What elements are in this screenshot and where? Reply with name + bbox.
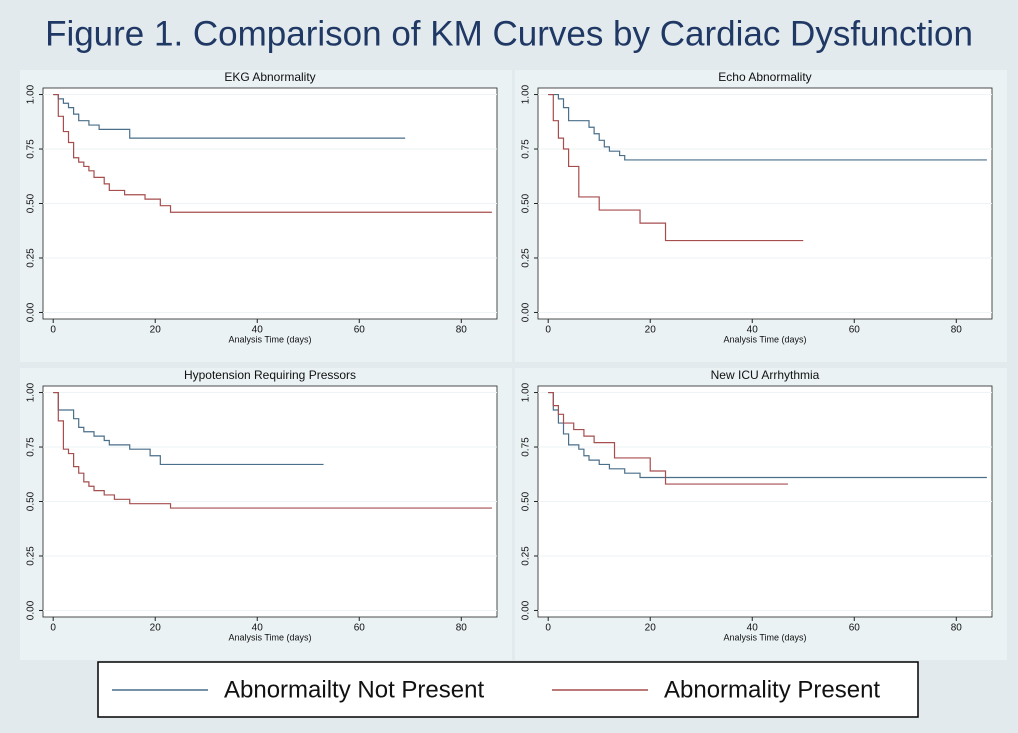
- legend-label: Abnormailty Not Present: [224, 676, 484, 703]
- x-tick-label: 20: [150, 623, 162, 634]
- y-tick-label: 0.75: [521, 437, 532, 457]
- x-axis-label: Analysis Time (days): [228, 632, 311, 642]
- y-tick-label: 0.50: [521, 491, 532, 511]
- y-tick-label: 0.25: [521, 546, 532, 566]
- y-tick-label: 0.25: [26, 546, 37, 566]
- y-tick-label: 0.75: [521, 139, 532, 159]
- legend-box: [97, 661, 919, 718]
- x-tick-label: 40: [747, 325, 759, 336]
- x-tick-label: 0: [50, 325, 56, 336]
- x-tick-label: 0: [545, 325, 551, 336]
- x-tick-label: 40: [252, 623, 264, 634]
- km-curve: [53, 391, 492, 509]
- y-tick-label: 0.00: [521, 302, 532, 322]
- legend-label: Abnormality Present: [664, 676, 880, 703]
- panel-title: Echo Abnormality: [718, 70, 811, 84]
- x-tick-label: 20: [150, 325, 162, 336]
- x-axis-label: Analysis Time (days): [723, 334, 806, 344]
- x-tick-label: 0: [545, 623, 551, 634]
- y-tick-label: 0.00: [26, 600, 37, 620]
- y-tick-label: 0.25: [521, 248, 532, 268]
- x-tick-label: 60: [354, 325, 366, 336]
- y-tick-label: 0.75: [26, 139, 37, 159]
- x-tick-label: 80: [456, 623, 468, 634]
- km-curve: [548, 391, 987, 479]
- x-tick-label: 0: [50, 623, 56, 634]
- x-tick-label: 80: [951, 623, 963, 634]
- x-tick-label: 80: [456, 325, 468, 336]
- y-tick-label: 1.00: [26, 84, 37, 104]
- km-curve: [548, 93, 987, 161]
- panel-title: Hypotension Requiring Pressors: [184, 368, 356, 382]
- km-curve: [53, 93, 406, 139]
- km-curve: [548, 391, 788, 485]
- y-tick-label: 0.50: [521, 193, 532, 213]
- panel-title: New ICU Arrhythmia: [711, 368, 820, 382]
- x-tick-label: 20: [645, 325, 657, 336]
- y-tick-label: 1.00: [26, 382, 37, 402]
- y-tick-label: 1.00: [521, 84, 532, 104]
- y-tick-label: 0.25: [26, 248, 37, 268]
- y-tick-label: 0.50: [26, 193, 37, 213]
- x-tick-label: 80: [951, 325, 963, 336]
- x-tick-label: 60: [849, 623, 861, 634]
- km-curve: [53, 93, 492, 213]
- y-tick-label: 0.00: [26, 302, 37, 322]
- x-tick-label: 60: [354, 623, 366, 634]
- km-curve: [53, 391, 324, 466]
- km-curve: [548, 93, 804, 242]
- y-tick-label: 0.00: [521, 600, 532, 620]
- panel-title: EKG Abnormality: [224, 70, 315, 84]
- figure-title: Figure 1. Comparison of KM Curves by Car…: [45, 14, 973, 53]
- y-tick-label: 0.50: [26, 491, 37, 511]
- x-tick-label: 40: [747, 623, 759, 634]
- x-tick-label: 20: [645, 623, 657, 634]
- y-tick-label: 1.00: [521, 382, 532, 402]
- x-tick-label: 60: [849, 325, 861, 336]
- y-tick-label: 0.75: [26, 437, 37, 457]
- x-axis-label: Analysis Time (days): [228, 334, 311, 344]
- x-tick-label: 40: [252, 325, 264, 336]
- x-axis-label: Analysis Time (days): [723, 632, 806, 642]
